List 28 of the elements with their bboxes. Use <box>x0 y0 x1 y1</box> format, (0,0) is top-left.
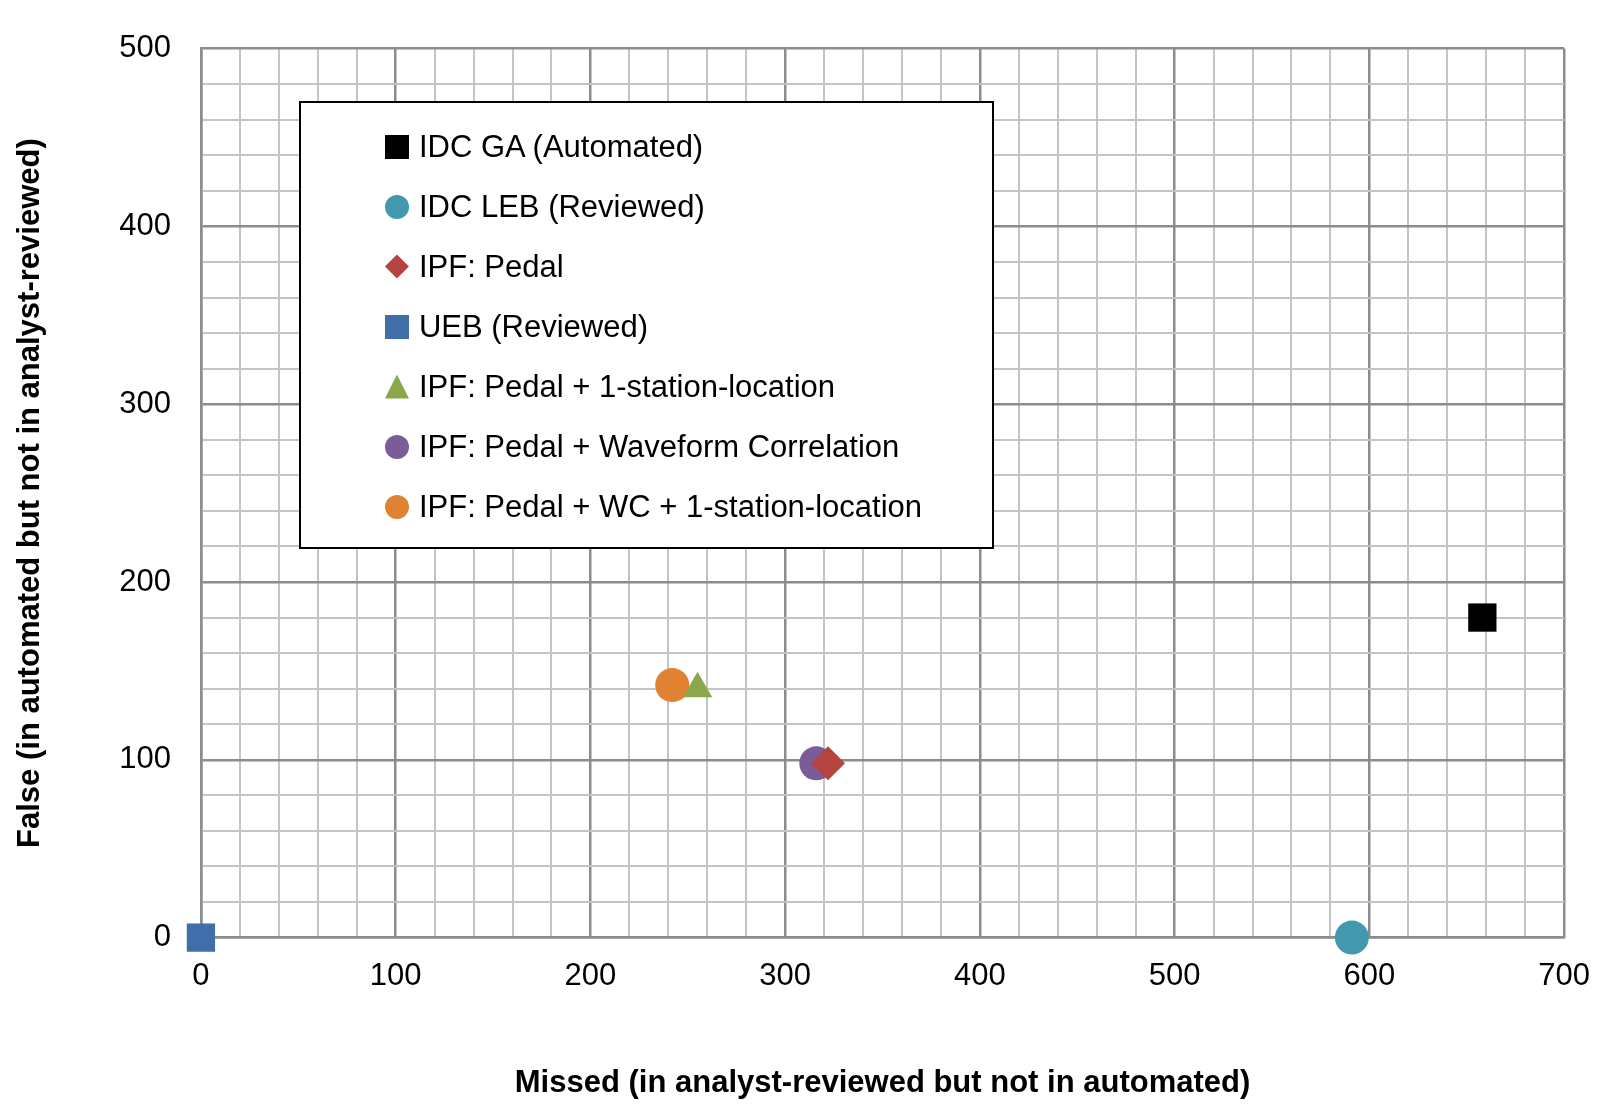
point <box>811 746 845 781</box>
x-tick-label: 100 <box>369 956 422 992</box>
point <box>1468 603 1497 632</box>
x-tick-label: 400 <box>954 956 1006 992</box>
point <box>655 668 690 703</box>
x-tick-label: 600 <box>1343 956 1396 992</box>
legend-label: IPF: Pedal + Waveform Correlation <box>418 428 900 465</box>
point <box>1334 920 1369 955</box>
point <box>186 923 216 952</box>
x-tick-label: 0 <box>192 956 210 992</box>
y-tick-label: 100 <box>119 740 171 776</box>
legend-label: IPF: Pedal + 1-station-location <box>418 368 836 405</box>
legend-label: IPF: Pedal + WC + 1-station-location <box>418 488 923 525</box>
legend-label: UEB (Reviewed) <box>418 308 649 345</box>
y-axis-title: False (in automated but not in analyst-reviewed) <box>11 138 47 848</box>
x-axis-title: Missed (in analyst-reviewed but not in automated) <box>514 1063 1251 1099</box>
x-tick-label: 300 <box>759 956 812 992</box>
legend-label: IDC GA (Automated) <box>418 128 704 165</box>
y-tick-label: 300 <box>119 384 171 420</box>
x-tick-label: 700 <box>1538 956 1591 992</box>
x-tick-label: 500 <box>1148 956 1201 992</box>
x-tick-label: 200 <box>564 956 617 992</box>
legend-label: IPF: Pedal <box>418 248 564 285</box>
y-tick-label: 0 <box>153 918 171 954</box>
legend-label: IDC LEB (Reviewed) <box>418 188 705 225</box>
y-tick-label: 500 <box>119 29 171 65</box>
y-tick-label: 400 <box>119 206 171 242</box>
y-tick-label: 200 <box>119 562 171 598</box>
